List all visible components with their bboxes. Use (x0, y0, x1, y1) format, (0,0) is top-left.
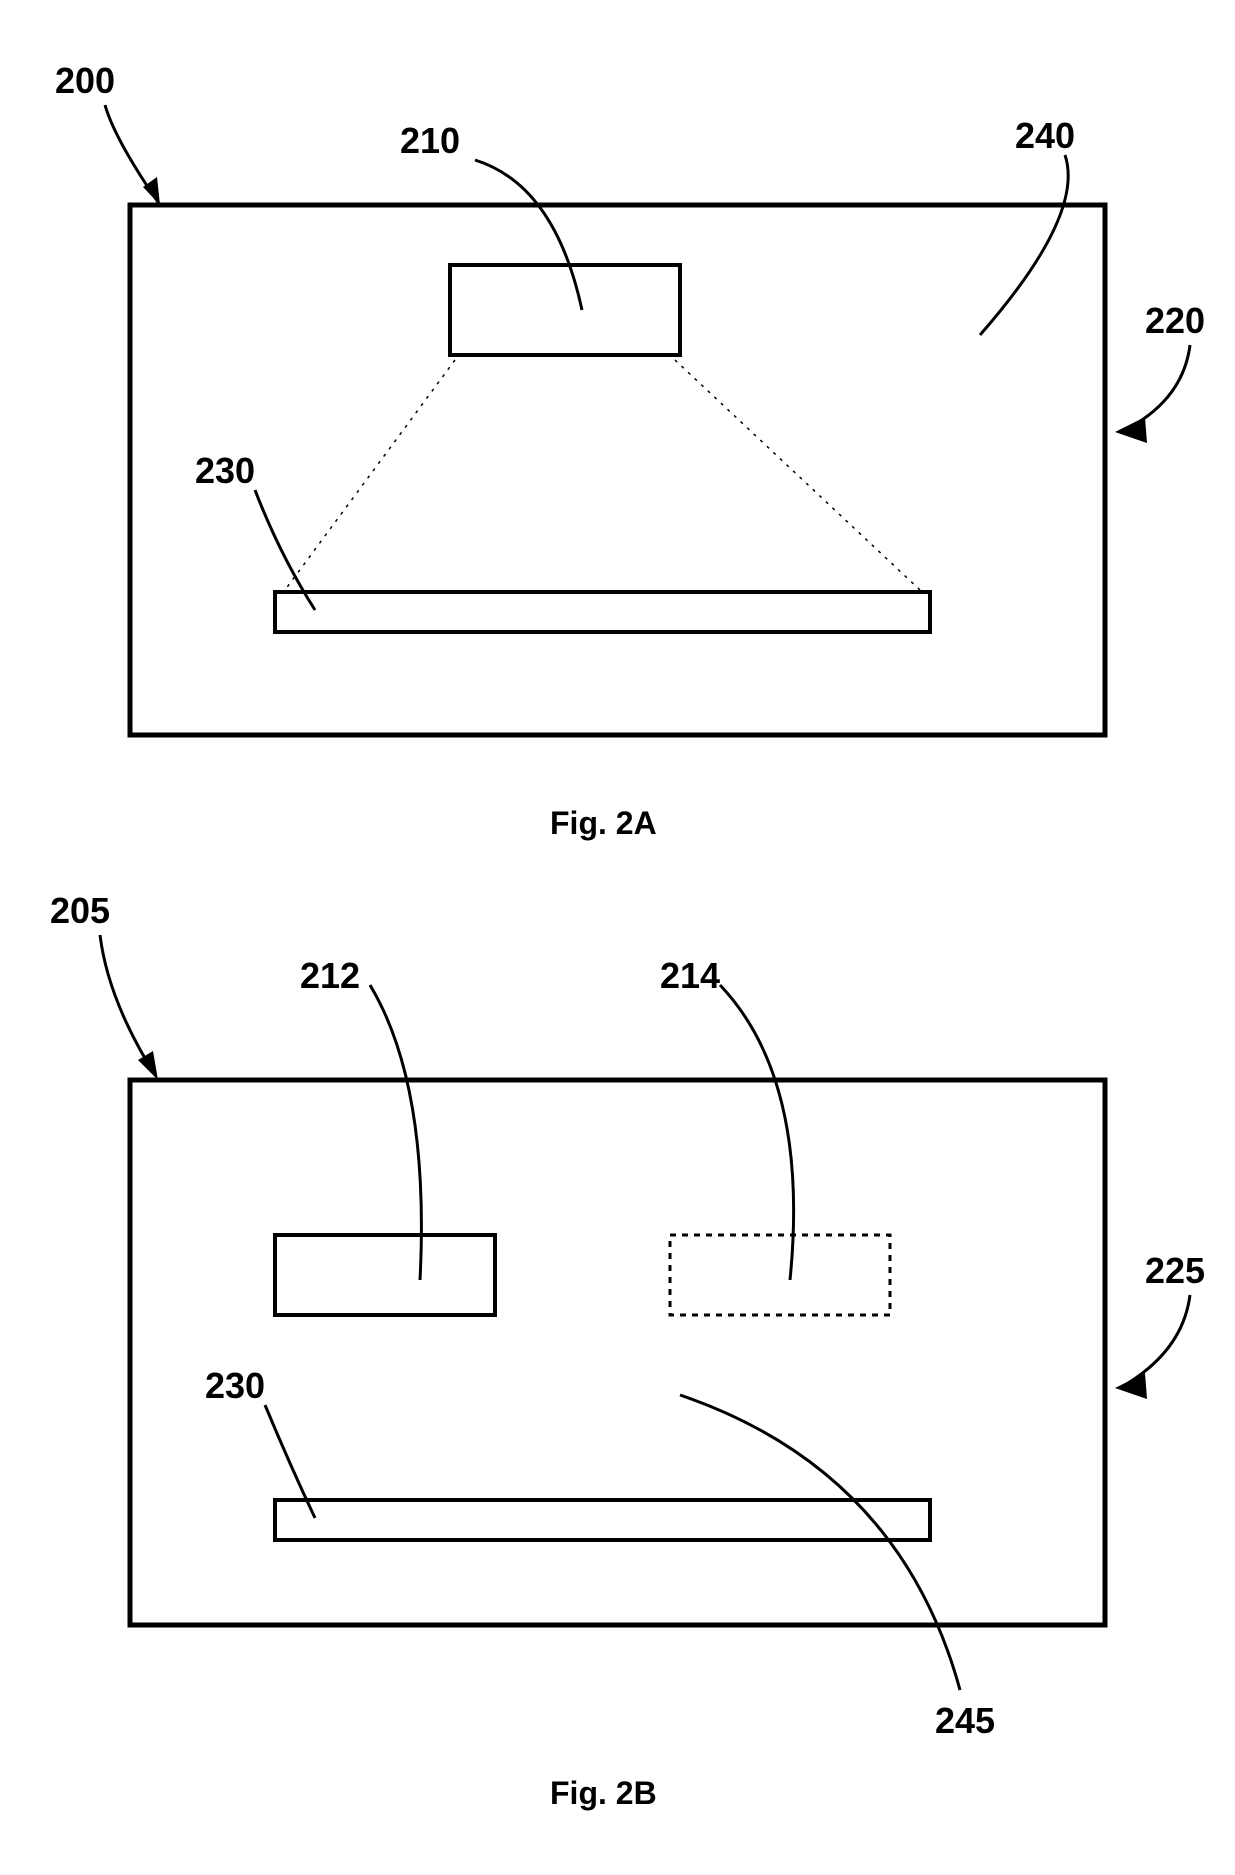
figure-2b-svg (0, 900, 1235, 1875)
label-230-b: 230 (205, 1365, 265, 1407)
fig2b-outer-rect (130, 1080, 1105, 1625)
fig2b-bottom-rect (275, 1500, 930, 1540)
fig2a-leader-210 (475, 160, 582, 310)
fig2b-leader-225 (1125, 1295, 1190, 1385)
fig2a-bottom-rect (275, 592, 930, 632)
fig2a-leader-220 (1125, 345, 1190, 430)
fig2a-leader-240 (980, 155, 1068, 335)
label-230: 230 (195, 450, 255, 492)
fig2b-leader-245 (680, 1395, 960, 1690)
fig2a-outer-rect (130, 205, 1105, 735)
fig2b-right-rect (670, 1235, 890, 1315)
fig2b-leader-205 (100, 935, 155, 1075)
caption-fig2a: Fig. 2A (550, 805, 657, 842)
label-245: 245 (935, 1700, 995, 1742)
caption-fig2b: Fig. 2B (550, 1775, 657, 1812)
fig2a-arrowhead-220 (1115, 417, 1147, 443)
label-214: 214 (660, 955, 720, 997)
label-200: 200 (55, 60, 115, 102)
label-210: 210 (400, 120, 460, 162)
fig2a-top-rect (450, 265, 680, 355)
fig2a-beam-right (675, 360, 920, 590)
fig2b-arrowhead-205 (138, 1051, 158, 1080)
label-220: 220 (1145, 300, 1205, 342)
fig2a-beam-left (285, 360, 455, 590)
label-225: 225 (1145, 1250, 1205, 1292)
label-212: 212 (300, 955, 360, 997)
fig2b-left-rect (275, 1235, 495, 1315)
fig2b-arrowhead-225 (1115, 1373, 1147, 1399)
label-240: 240 (1015, 115, 1075, 157)
label-205: 205 (50, 890, 110, 932)
